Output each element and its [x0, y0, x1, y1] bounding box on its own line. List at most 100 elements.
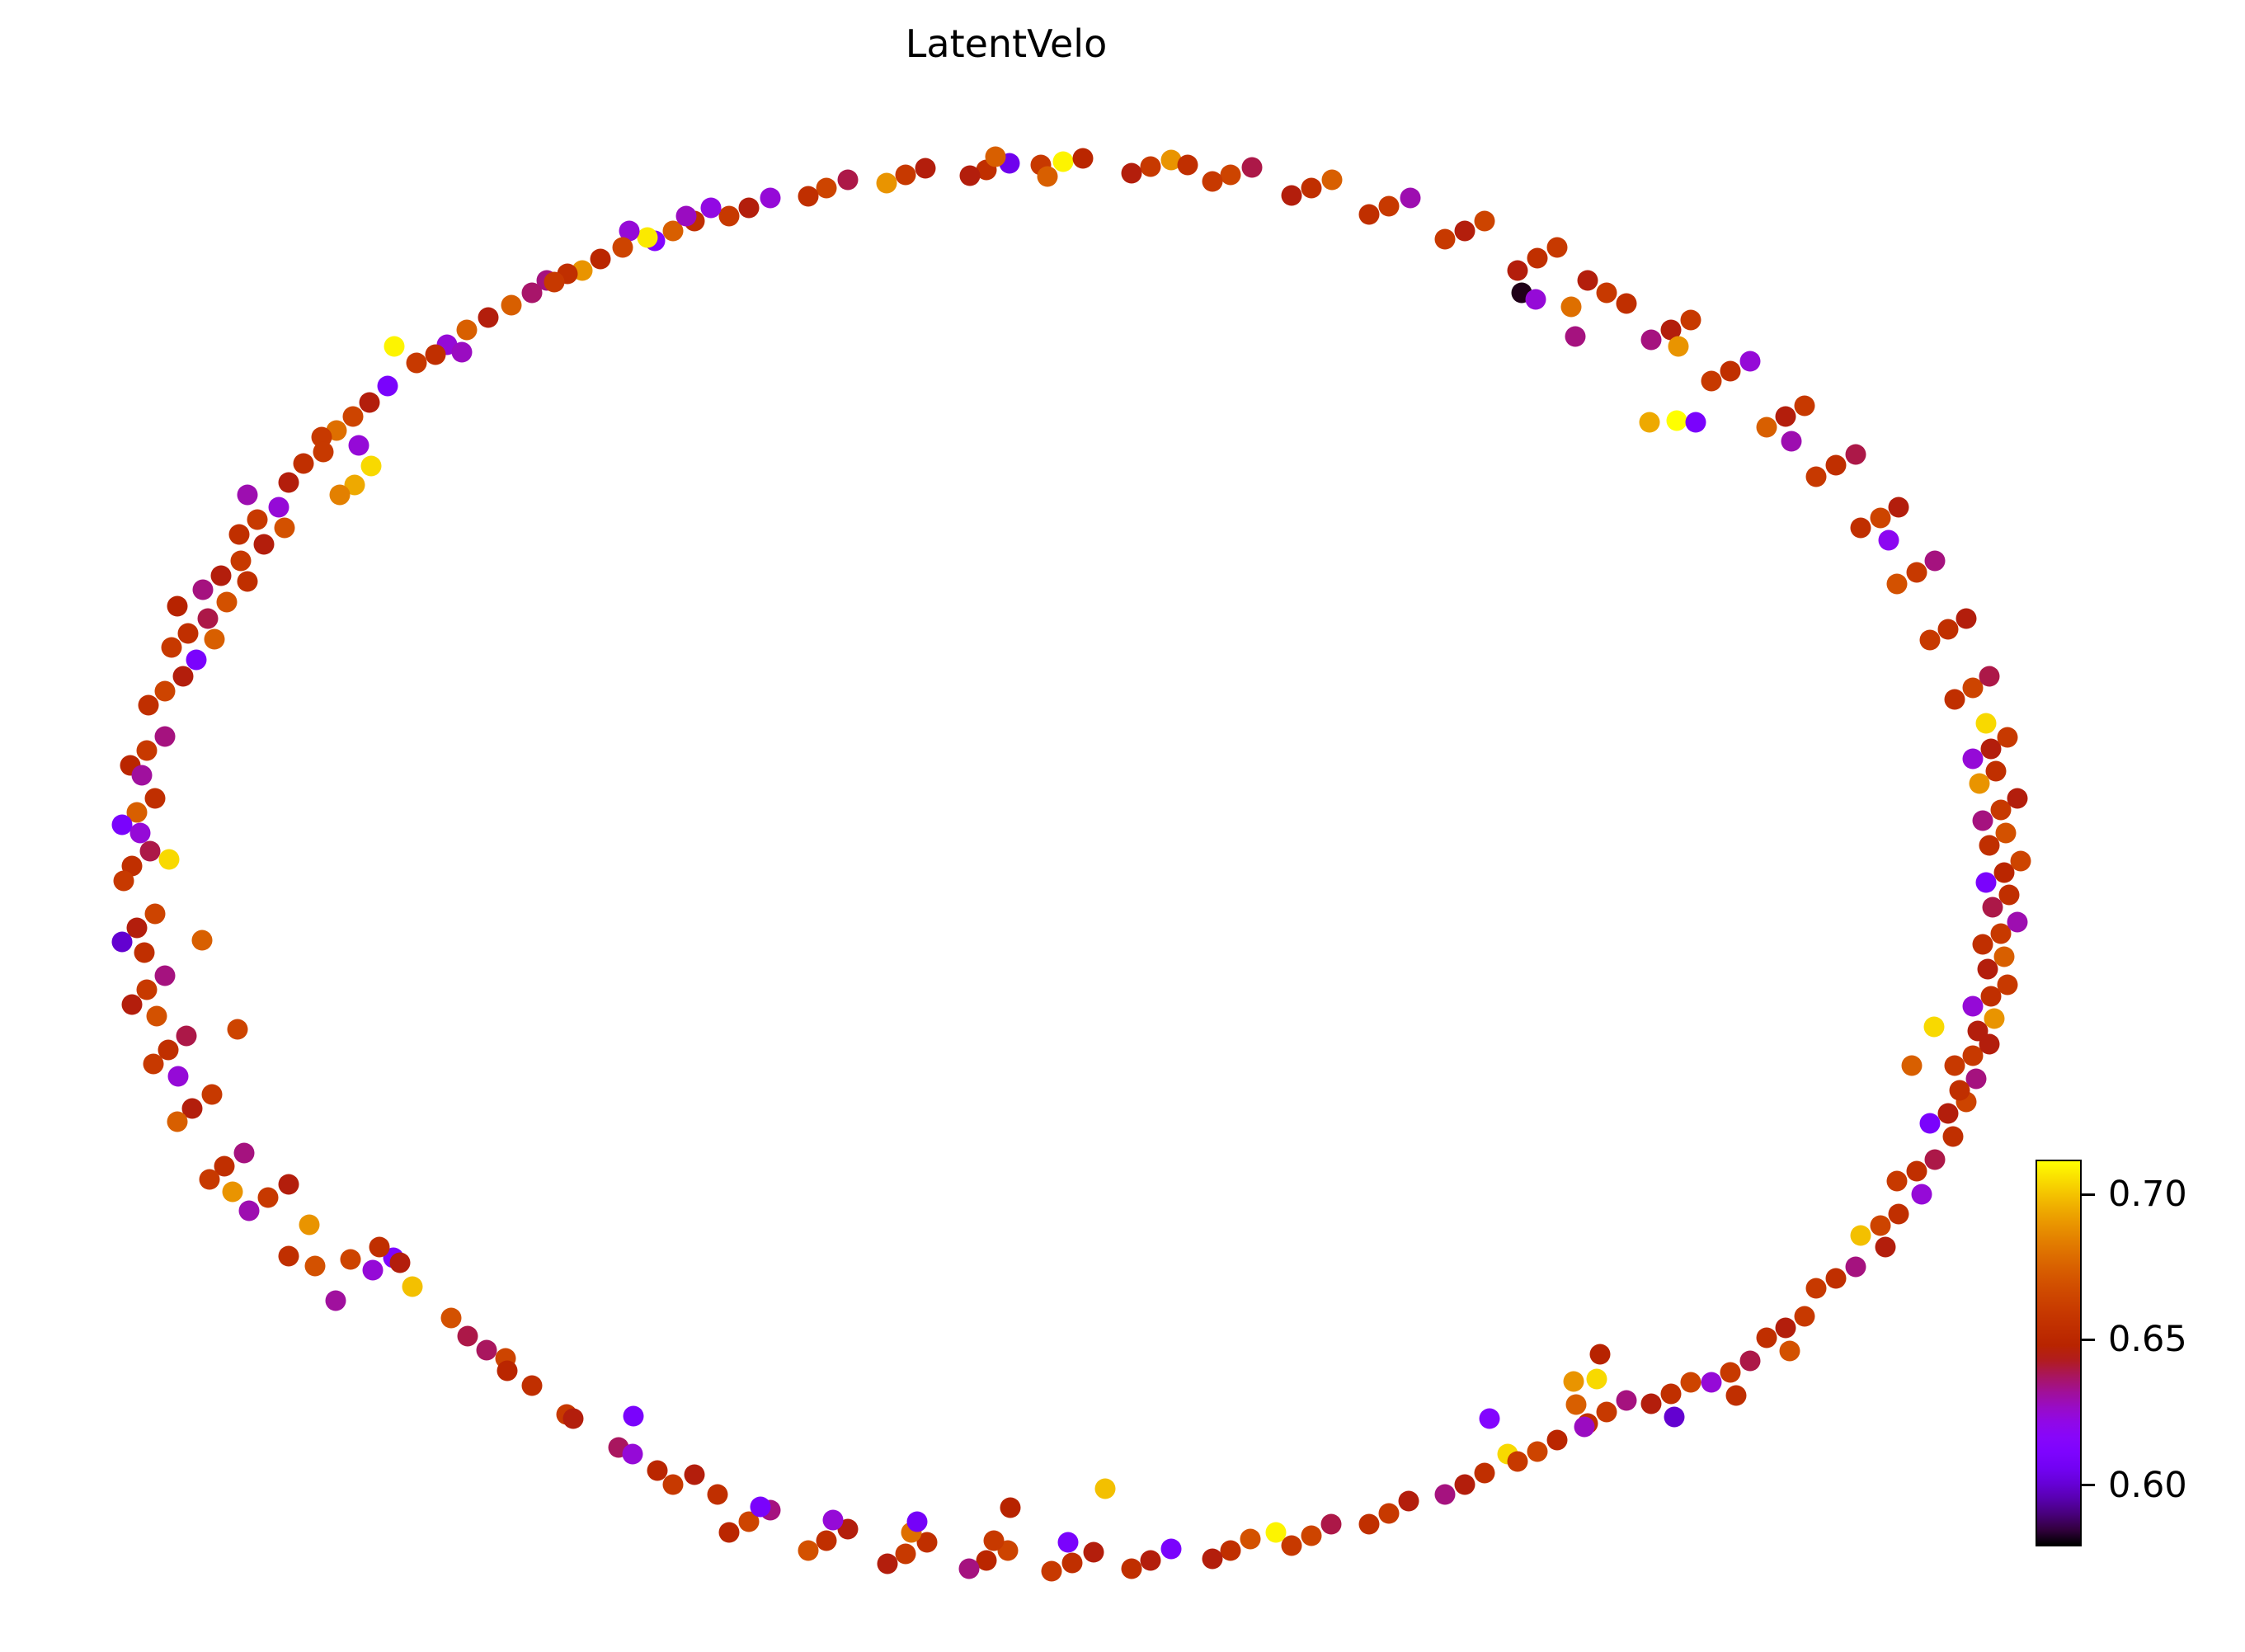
scatter-point	[916, 1532, 938, 1553]
scatter-point	[1546, 237, 1568, 258]
scatter-point	[1720, 360, 1741, 382]
scatter-point	[1525, 289, 1546, 310]
scatter-point	[1962, 995, 1984, 1017]
chart-title: LatentVelo	[905, 21, 1108, 66]
scatter-point	[1454, 1474, 1475, 1495]
scatter-point	[816, 1530, 837, 1551]
scatter-point	[1121, 162, 1142, 184]
colorbar-tick-label: 0.65	[2108, 1319, 2187, 1361]
scatter-point	[342, 406, 364, 427]
scatter-point	[1121, 1558, 1142, 1579]
scatter-point	[1845, 444, 1866, 465]
scatter-point	[121, 994, 143, 1015]
scatter-point	[161, 637, 182, 658]
scatter-point	[619, 220, 640, 242]
scatter-point	[340, 1249, 361, 1270]
scatter-point	[1160, 149, 1182, 171]
scatter-point	[544, 271, 565, 293]
scatter-point	[1924, 1149, 1946, 1170]
scatter-point	[1878, 529, 1899, 551]
scatter-point	[2007, 788, 2028, 809]
scatter-point	[177, 623, 199, 644]
scatter-point	[1756, 1327, 1777, 1348]
scatter-point	[1434, 1484, 1456, 1505]
scatter-point	[126, 917, 148, 939]
scatter-point	[837, 1518, 859, 1540]
scatter-point	[1320, 1513, 1342, 1535]
scatter-point	[1984, 1008, 2005, 1029]
colorbar-gradient	[2037, 1161, 2080, 1545]
scatter-point	[623, 1405, 644, 1427]
scatter-point	[1560, 296, 1582, 318]
scatter-point	[1527, 247, 1548, 269]
scatter-point	[1825, 454, 1847, 476]
scatter-point	[136, 740, 158, 761]
scatter-point	[1870, 1215, 1891, 1236]
scatter-point	[1919, 629, 1941, 651]
scatter-point	[1680, 1372, 1701, 1393]
scatter-point	[1923, 1016, 1945, 1038]
scatter-point	[1041, 1560, 1062, 1582]
scatter-point	[1888, 497, 1909, 518]
scatter-point	[158, 849, 180, 870]
scatter-point	[129, 822, 151, 844]
scatter-point	[1668, 336, 1689, 357]
scatter-point	[1937, 619, 1959, 640]
scatter-point	[237, 571, 258, 592]
scatter-point	[816, 177, 837, 199]
scatter-point	[622, 1443, 643, 1465]
scatter-point	[1527, 1441, 1548, 1462]
scatter-point	[143, 1053, 164, 1075]
scatter-point	[377, 375, 398, 397]
scatter-point	[1942, 1126, 1964, 1147]
scatter-point	[216, 591, 238, 613]
scatter-point	[344, 474, 365, 496]
scatter-point	[1937, 1103, 1959, 1124]
scatter-point	[1975, 872, 1997, 893]
scatter-point	[138, 694, 159, 716]
scatter-point	[1967, 1020, 1988, 1042]
scatter-point	[299, 1214, 320, 1235]
scatter-point	[738, 1511, 760, 1532]
scatter-point	[313, 441, 334, 463]
scatter-point	[227, 1019, 248, 1040]
scatter-point	[1241, 157, 1263, 178]
scatter-point	[1985, 760, 2007, 782]
scatter-point	[1779, 1340, 1800, 1362]
scatter-point	[837, 169, 859, 191]
scatter-point	[1666, 410, 1687, 431]
scatter-point	[359, 392, 380, 413]
scatter-point	[562, 1408, 584, 1429]
scatter-point	[1850, 1225, 1871, 1246]
scatter-point	[1924, 550, 1946, 572]
scatter-point	[1906, 562, 1927, 583]
scatter-point	[362, 1259, 384, 1281]
scatter-point	[210, 565, 232, 586]
scatter-point	[201, 1084, 223, 1105]
scatter-point	[1845, 1256, 1866, 1278]
scatter-point	[1589, 1344, 1611, 1365]
scatter-point	[1565, 326, 1586, 347]
scatter-point	[191, 930, 213, 951]
scatter-point	[278, 1245, 299, 1267]
scatter-point	[1220, 1540, 1241, 1561]
scatter-point	[1398, 1490, 1419, 1512]
scatter-point	[876, 172, 897, 194]
scatter-point	[1956, 608, 1977, 629]
scatter-point	[1990, 923, 2012, 944]
scatter-point	[440, 1307, 462, 1329]
scatter-point	[228, 524, 250, 545]
scatter-point	[274, 517, 295, 539]
scatter-point	[1756, 417, 1777, 438]
scatter-point	[1979, 835, 2000, 856]
scatter-point	[126, 802, 148, 823]
scatter-point	[204, 628, 225, 650]
scatter-point	[1775, 1317, 1796, 1339]
scatter-point	[384, 336, 405, 357]
scatter-point	[959, 165, 981, 186]
scatter-point	[1586, 1368, 1607, 1390]
scatter-point	[1701, 370, 1722, 392]
scatter-point	[451, 341, 473, 363]
scatter-point	[662, 220, 684, 242]
scatter-point	[144, 903, 166, 925]
